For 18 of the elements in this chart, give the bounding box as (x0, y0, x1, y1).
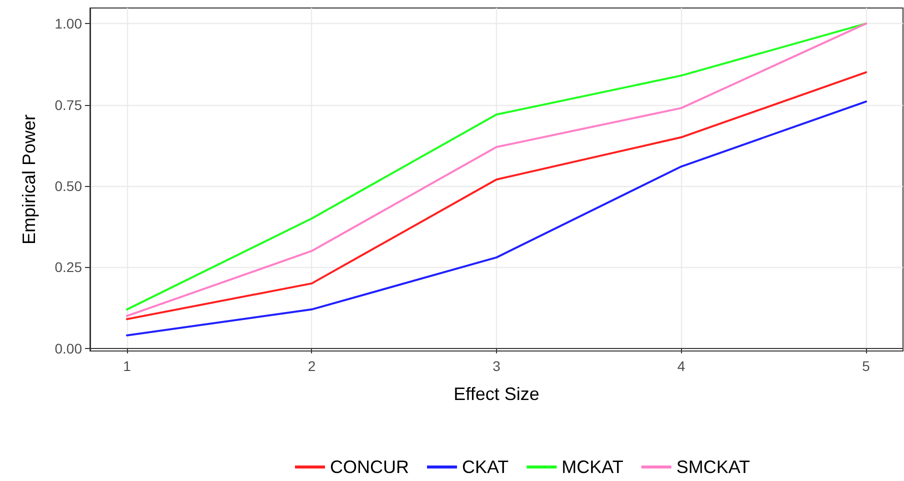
y-tick-label: 1.00 (54, 16, 82, 32)
x-tick-label: 2 (308, 358, 316, 374)
line-series (126, 100, 868, 336)
x-tick-label: 4 (677, 358, 686, 374)
x-tick-label: 1 (123, 358, 132, 374)
y-axis-title: Empirical Power (19, 114, 39, 245)
line-series (126, 71, 868, 320)
y-tick-label: 0.00 (54, 340, 82, 356)
legend-label: SMCKAT (676, 457, 750, 477)
y-tick-label: 0.25 (54, 259, 82, 276)
legend-label: CONCUR (330, 457, 409, 477)
x-tick-label: 5 (862, 358, 870, 374)
x-tick-label: 3 (492, 358, 501, 374)
legend-label: MCKAT (562, 457, 624, 477)
y-tick-label: 0.75 (54, 96, 82, 113)
y-tick-label: 0.50 (54, 178, 82, 194)
legend-label: CKAT (462, 457, 509, 477)
x-axis-title: Effect Size (454, 384, 540, 404)
